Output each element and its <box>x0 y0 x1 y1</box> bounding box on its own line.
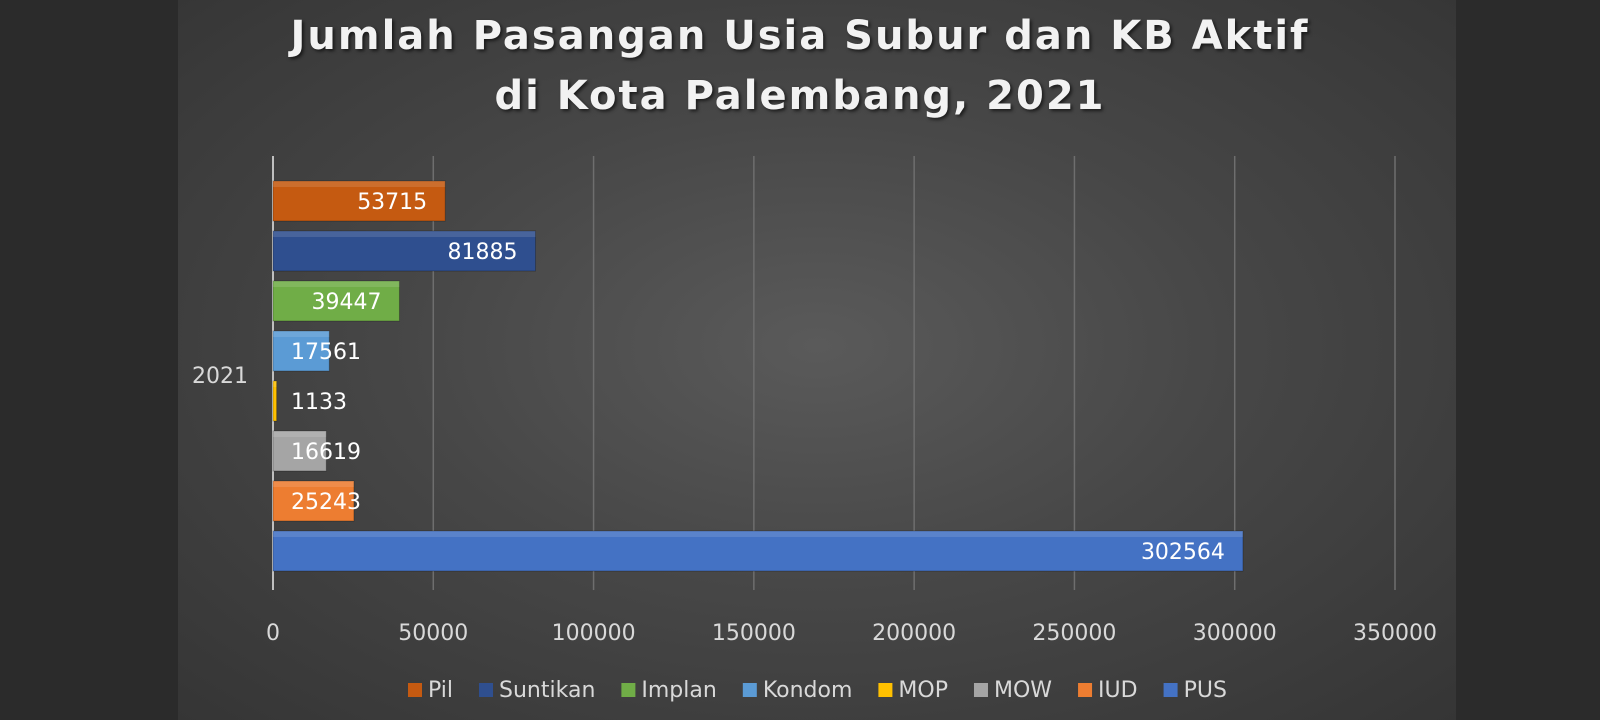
legend-swatch-mow <box>973 683 988 697</box>
legend-label-kondom: Kondom <box>763 678 853 703</box>
data-label-mop: 1133 <box>291 390 347 415</box>
x-tick-label: 150000 <box>712 621 796 646</box>
bar-mop <box>272 380 278 422</box>
bar-suntikan <box>272 230 536 272</box>
bar-implan <box>272 280 400 322</box>
bar-highlight <box>273 181 446 187</box>
legend-swatch-mop <box>878 683 893 697</box>
legend-label-pus: PUS <box>1184 678 1227 703</box>
legend-swatch-pil <box>408 683 422 697</box>
legend-swatch-iud <box>1078 683 1093 697</box>
chart-title: Jumlah Pasangan Usia Subur dan KB Aktif … <box>0 6 1600 126</box>
data-label-mow: 16619 <box>291 440 361 465</box>
x-tick-label: 200000 <box>872 621 956 646</box>
legend-swatch-pus <box>1163 683 1178 697</box>
data-label-implan: 39447 <box>311 290 381 315</box>
legend-label-mow: MOW <box>994 678 1052 703</box>
data-label-suntikan: 81885 <box>447 240 517 265</box>
y-category-label: 2021 <box>192 364 248 389</box>
x-tick-label: 0 <box>266 621 280 646</box>
data-label-kondom: 17561 <box>291 340 361 365</box>
bar-kondom <box>272 330 330 372</box>
chart-title-line2: di Kota Palembang, 2021 <box>494 73 1106 119</box>
bar-highlight <box>273 331 330 337</box>
bar-highlight <box>273 381 277 387</box>
legend-label-mop: MOP <box>898 678 948 703</box>
x-tick-label: 100000 <box>552 621 636 646</box>
legend-swatch-implan <box>621 683 636 697</box>
legend-label-implan: Implan <box>641 678 716 703</box>
bar-pil <box>272 180 446 222</box>
bar-highlight <box>273 531 1243 537</box>
bar-highlight <box>273 481 354 487</box>
data-label-pus: 302564 <box>1141 540 1225 565</box>
legend-swatch-suntikan <box>479 683 494 697</box>
legend-label-suntikan: Suntikan <box>499 678 595 703</box>
legend-label-pil: Pil <box>428 678 453 703</box>
chart-title-line1: Jumlah Pasangan Usia Subur dan KB Aktif <box>290 13 1310 59</box>
bar-pus <box>272 530 1244 572</box>
bar-highlight <box>273 431 327 437</box>
x-tick-label: 300000 <box>1193 621 1277 646</box>
bar-iud <box>272 480 355 522</box>
data-label-iud: 25243 <box>291 490 361 515</box>
x-tick-label: 250000 <box>1032 621 1116 646</box>
legend-label-iud: IUD <box>1098 678 1138 703</box>
chart-panel <box>178 0 1456 720</box>
legend-swatch-kondom <box>742 683 757 697</box>
bar-highlight <box>273 281 400 287</box>
x-tick-label: 50000 <box>398 621 468 646</box>
x-tick-label: 350000 <box>1353 621 1437 646</box>
bar-highlight <box>273 231 536 237</box>
bar-mow <box>272 430 327 472</box>
data-label-pil: 53715 <box>357 190 427 215</box>
